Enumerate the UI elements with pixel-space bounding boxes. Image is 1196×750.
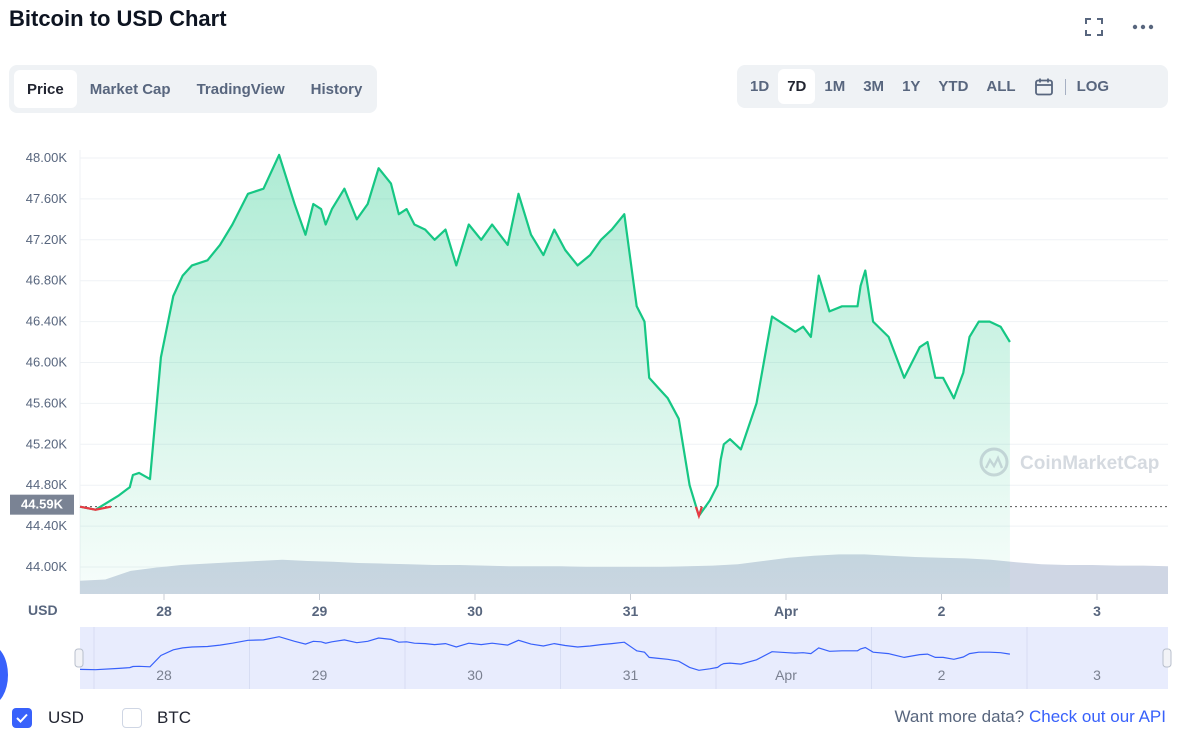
range-1d[interactable]: 1D xyxy=(750,78,770,95)
tab-market-cap[interactable]: Market Cap xyxy=(89,80,171,98)
range-separator xyxy=(1064,78,1066,95)
usd-label: USD xyxy=(48,708,84,727)
coinmarketcap-logo-mark xyxy=(984,455,1004,469)
price-chart[interactable]: 44.00K 44.40K 44.80K 45.20K 45.60K 46.00K 46.4… xyxy=(0,120,1196,700)
range-log[interactable]: LOG xyxy=(1076,78,1110,95)
navigator-right-handle[interactable] xyxy=(1162,648,1172,668)
y-tick-label: 45.20K xyxy=(26,436,68,451)
y-tick-label: 46.80K xyxy=(26,273,68,288)
y-tick-label: 48.00K xyxy=(26,150,68,165)
api-promo-text: Want more data? xyxy=(894,707,1025,726)
navigator-tick-label: 30 xyxy=(467,667,483,683)
api-promo: Want more data? Check out our API xyxy=(894,707,1166,727)
btc-checkbox[interactable] xyxy=(122,708,142,728)
x-tick-label: 30 xyxy=(467,603,483,619)
chart-tabs: Price Market Cap TradingView History xyxy=(9,65,377,113)
chart-footer: USD BTC Want more data? Check out our AP… xyxy=(0,700,1196,734)
coinmarketcap-logo-icon xyxy=(979,447,1009,477)
btc-label: BTC xyxy=(157,708,191,727)
y-tick-label: 46.00K xyxy=(26,355,68,370)
x-axis: 28 29 30 31 Apr 2 3 xyxy=(156,594,1101,619)
price-line-down xyxy=(694,506,703,520)
y-tick-label: 46.40K xyxy=(26,314,68,329)
range-all[interactable]: ALL xyxy=(986,78,1016,95)
y-tick-label: 47.60K xyxy=(26,191,68,206)
tab-history[interactable]: History xyxy=(310,80,363,98)
side-widget-button[interactable] xyxy=(0,645,8,705)
price-line-down xyxy=(79,505,112,511)
navigator-x-axis: 28 29 30 31 Apr 2 3 xyxy=(156,667,1101,683)
range-3m[interactable]: 3M xyxy=(863,78,885,95)
calendar-icon[interactable] xyxy=(1025,69,1063,104)
watermark: CoinMarketCap xyxy=(979,447,1159,477)
navigator-tick-label: 29 xyxy=(312,667,328,683)
x-tick-label: 3 xyxy=(1093,603,1101,619)
watermark-text: CoinMarketCap xyxy=(1020,453,1159,474)
page-title: Bitcoin to USD Chart xyxy=(9,6,227,31)
navigator-tick-label: 3 xyxy=(1093,667,1101,683)
y-axis: 44.00K 44.40K 44.80K 45.20K 45.60K 46.00K 46.4… xyxy=(26,150,68,574)
navigator[interactable]: 28 29 30 31 Apr 2 3 xyxy=(74,627,1172,689)
tab-tradingview[interactable]: TradingView xyxy=(196,80,285,98)
navigator-tick-label: Apr xyxy=(775,667,797,683)
api-link[interactable]: Check out our API xyxy=(1028,707,1166,726)
navigator-grid xyxy=(93,627,1028,689)
range-selector: 1D 7D 1M 3M 1Y YTD ALL LOG xyxy=(737,65,1168,108)
y-tick-label: 47.20K xyxy=(26,232,68,247)
range-1y[interactable]: 1Y xyxy=(902,78,921,95)
more-icon[interactable] xyxy=(1130,14,1156,40)
x-tick-label: 31 xyxy=(623,603,639,619)
price-line xyxy=(79,153,1011,517)
currency-axis-label: USD xyxy=(28,602,58,618)
price-area xyxy=(80,154,1010,594)
current-price-label: 44.59K xyxy=(21,497,64,512)
tab-price[interactable]: Price xyxy=(14,70,77,108)
y-tick-label: 44.00K xyxy=(26,559,68,574)
navigator-tick-label: 28 xyxy=(156,667,172,683)
range-1m[interactable]: 1M xyxy=(824,78,846,95)
y-tick-label: 44.40K xyxy=(26,518,68,533)
y-tick-label: 44.80K xyxy=(26,477,68,492)
usd-checkbox[interactable] xyxy=(12,708,32,728)
x-tick-label: 2 xyxy=(938,603,946,619)
navigator-tick-label: 31 xyxy=(623,667,639,683)
navigator-tick-label: 2 xyxy=(938,667,946,683)
range-7d[interactable]: 7D xyxy=(778,69,816,104)
x-tick-label: 28 xyxy=(156,603,172,619)
current-price-badge: 44.59K xyxy=(10,494,74,515)
fullscreen-icon[interactable] xyxy=(1081,14,1107,40)
navigator-left-handle[interactable] xyxy=(74,648,84,668)
range-ytd[interactable]: YTD xyxy=(938,78,969,95)
y-tick-label: 45.60K xyxy=(26,395,68,410)
navigator-selection xyxy=(80,627,1168,689)
x-tick-label: Apr xyxy=(774,603,799,619)
navigator-line xyxy=(79,636,1010,671)
x-tick-label: 29 xyxy=(312,603,328,619)
check-icon xyxy=(16,713,28,723)
